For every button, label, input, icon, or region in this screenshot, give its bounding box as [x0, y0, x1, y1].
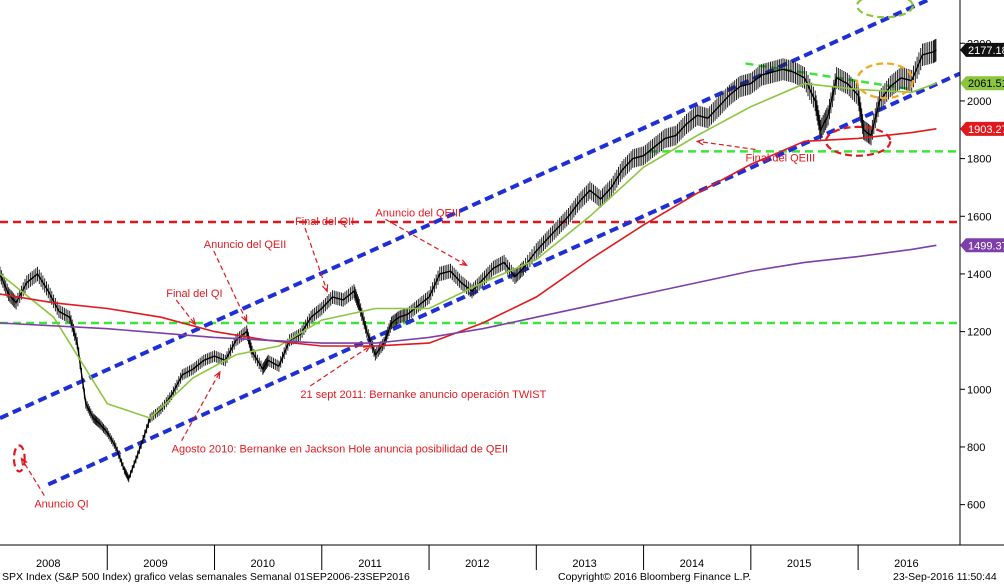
- annotation-arrowhead-3: [322, 284, 329, 293]
- footer-copyright: Copyright© 2016 Bloomberg Finance L.P.: [558, 571, 752, 583]
- annotation-arrowhead-4: [459, 259, 468, 267]
- last-value-text-1: 2061.51: [968, 78, 1004, 90]
- x-year-label: 2009: [143, 558, 167, 570]
- annotation-arrowhead-2: [241, 314, 248, 323]
- x-year-label: 2010: [251, 558, 275, 570]
- channel-lower: [47, 71, 960, 487]
- x-year-label: 2014: [680, 558, 704, 570]
- annotations: Anuncio QI Final del QI Anuncio del QEII Fi…: [20, 138, 815, 511]
- x-axis: 2008 2009 2010 2011 2012 2013 2014 2015 2016: [0, 544, 1004, 570]
- horizontal-reference-lines: [0, 150, 960, 325]
- annotation-arrowhead-0: [20, 457, 28, 466]
- y-tick-label: 2000: [967, 96, 991, 108]
- annotation-label-5: 21 sept 2011: Bernanke anuncio operación…: [300, 389, 546, 401]
- last-value-box-2: [960, 121, 1004, 136]
- last-value-box-0: [960, 42, 1004, 57]
- x-year-label: 2012: [465, 558, 489, 570]
- ellipse-2: [824, 125, 892, 157]
- last-value-text-2: 1903.27: [968, 124, 1004, 136]
- annotation-label-4: Anuncio del QEIII: [375, 207, 461, 219]
- annotation-label-1: Final del QI: [166, 288, 222, 300]
- green-diagonal: [745, 62, 912, 91]
- y-tick-label: 800: [967, 442, 985, 454]
- x-year-label: 2008: [36, 558, 60, 570]
- annotation-arrow-0: [20, 458, 45, 496]
- annotation-label-0: Anuncio QI: [34, 499, 88, 511]
- y-tick-label: 1000: [967, 384, 991, 396]
- series-ma-200: [0, 244, 937, 344]
- last-value-text-0: 2177.18: [968, 45, 1004, 57]
- last-value-box-3: [960, 238, 1004, 253]
- series-lines: [0, 38, 937, 483]
- series-ma-100: [0, 128, 937, 347]
- series-ma-50: [0, 82, 937, 420]
- last-value-text-3: 1499.37: [968, 240, 1004, 252]
- annotation-arrow-2: [213, 250, 248, 322]
- annotation-label-7: Final del QEIII: [745, 152, 815, 164]
- y-tick-label: 600: [967, 500, 985, 512]
- plot-background: [0, 0, 1004, 570]
- annotation-arrowhead-6: [214, 370, 221, 380]
- annotation-label-2: Anuncio del QEII: [204, 239, 287, 251]
- series-spx: [0, 49, 937, 481]
- ellipse-1: [855, 62, 914, 100]
- annotation-arrowhead-1: [188, 317, 197, 326]
- x-year-label: 2013: [572, 558, 596, 570]
- ellipse-3: [12, 444, 26, 473]
- last-value-box-1: [960, 76, 1004, 91]
- annotation-arrow-7: [697, 140, 756, 151]
- ellipse-0: [855, 0, 914, 19]
- last-value-labels: 2177.18 2061.51 1903.27 1499.37: [960, 42, 1004, 253]
- annotation-arrow-5: [310, 345, 371, 387]
- x-year-label: 2011: [358, 558, 382, 570]
- annotation-arrowhead-5: [363, 345, 372, 353]
- highlight-ellipses: [12, 0, 914, 473]
- channel-upper: [0, 0, 933, 420]
- x-year-label: 2016: [894, 558, 918, 570]
- y-tick-label: 1200: [967, 327, 991, 339]
- x-year-label: 2015: [787, 558, 811, 570]
- annotation-label-6: Agosto 2010: Bernanke en Jackson Hole an…: [172, 444, 508, 456]
- footer-bar: SPX Index (S&P 500 Index) grafico velas …: [0, 570, 1004, 586]
- footer-timestamp: 23-Sep-2016 11:50:44: [893, 571, 997, 583]
- annotation-arrowhead-7: [695, 138, 705, 146]
- annotation-arrow-3: [304, 227, 328, 292]
- spx-chart: Anuncio QI Final del QI Anuncio del QEII Fi…: [0, 0, 1004, 570]
- y-tick-label: 1800: [967, 154, 991, 166]
- y-tick-label: 1400: [967, 269, 991, 281]
- y-tick-label: 1600: [967, 211, 991, 223]
- annotation-label-3: Final del QII: [295, 216, 354, 228]
- annotation-arrow-1: [175, 299, 196, 325]
- annotation-arrow-6: [181, 371, 221, 442]
- footer-left: SPX Index (S&P 500 Index) grafico velas …: [2, 571, 410, 583]
- trend-lines: [0, 0, 960, 487]
- y-axis: 6008001000120014001600180020002200: [959, 0, 991, 545]
